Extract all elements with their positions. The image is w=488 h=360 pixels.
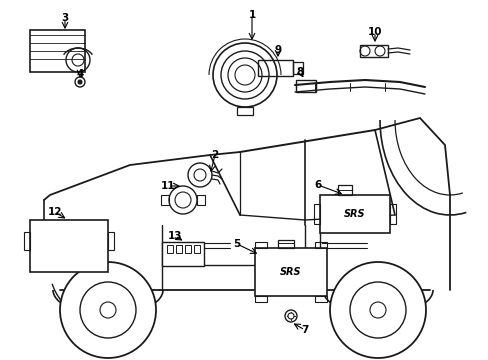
Circle shape xyxy=(213,43,276,107)
Text: SRS: SRS xyxy=(344,209,365,219)
Circle shape xyxy=(349,282,405,338)
Circle shape xyxy=(60,262,156,358)
Bar xyxy=(292,62,303,74)
Bar xyxy=(389,204,395,224)
Text: 10: 10 xyxy=(367,27,382,37)
Text: 2: 2 xyxy=(211,150,218,160)
Bar xyxy=(24,232,30,250)
Bar xyxy=(184,245,191,253)
Circle shape xyxy=(329,262,425,358)
Text: 9: 9 xyxy=(274,45,281,55)
Bar xyxy=(108,232,114,250)
Text: 5: 5 xyxy=(233,239,240,249)
Bar xyxy=(295,80,315,92)
Text: 1: 1 xyxy=(248,10,255,20)
Bar xyxy=(314,242,326,248)
Bar xyxy=(30,30,85,72)
Circle shape xyxy=(287,313,293,319)
Bar xyxy=(314,296,326,302)
Text: 6: 6 xyxy=(314,180,321,190)
Bar xyxy=(167,245,173,253)
Bar xyxy=(194,245,200,253)
Text: 3: 3 xyxy=(61,13,68,23)
Circle shape xyxy=(78,80,82,84)
Bar xyxy=(278,240,293,248)
Bar xyxy=(237,107,252,115)
Bar xyxy=(254,248,326,296)
Circle shape xyxy=(80,282,136,338)
Bar xyxy=(176,245,182,253)
Text: SRS: SRS xyxy=(280,267,301,277)
Bar xyxy=(254,242,266,248)
Text: 13: 13 xyxy=(167,231,182,241)
Bar xyxy=(162,242,203,266)
Text: 7: 7 xyxy=(301,325,308,335)
Bar xyxy=(313,204,319,224)
Bar xyxy=(254,296,266,302)
Bar xyxy=(258,60,292,76)
Circle shape xyxy=(369,302,385,318)
Text: 11: 11 xyxy=(161,181,175,191)
Bar xyxy=(30,220,108,272)
Text: 12: 12 xyxy=(48,207,62,217)
Circle shape xyxy=(100,302,116,318)
Text: 8: 8 xyxy=(296,67,303,77)
Bar xyxy=(337,185,351,195)
Bar xyxy=(359,45,387,57)
Text: 4: 4 xyxy=(76,69,83,79)
Bar xyxy=(161,195,169,205)
Bar xyxy=(197,195,204,205)
Bar xyxy=(319,195,389,233)
